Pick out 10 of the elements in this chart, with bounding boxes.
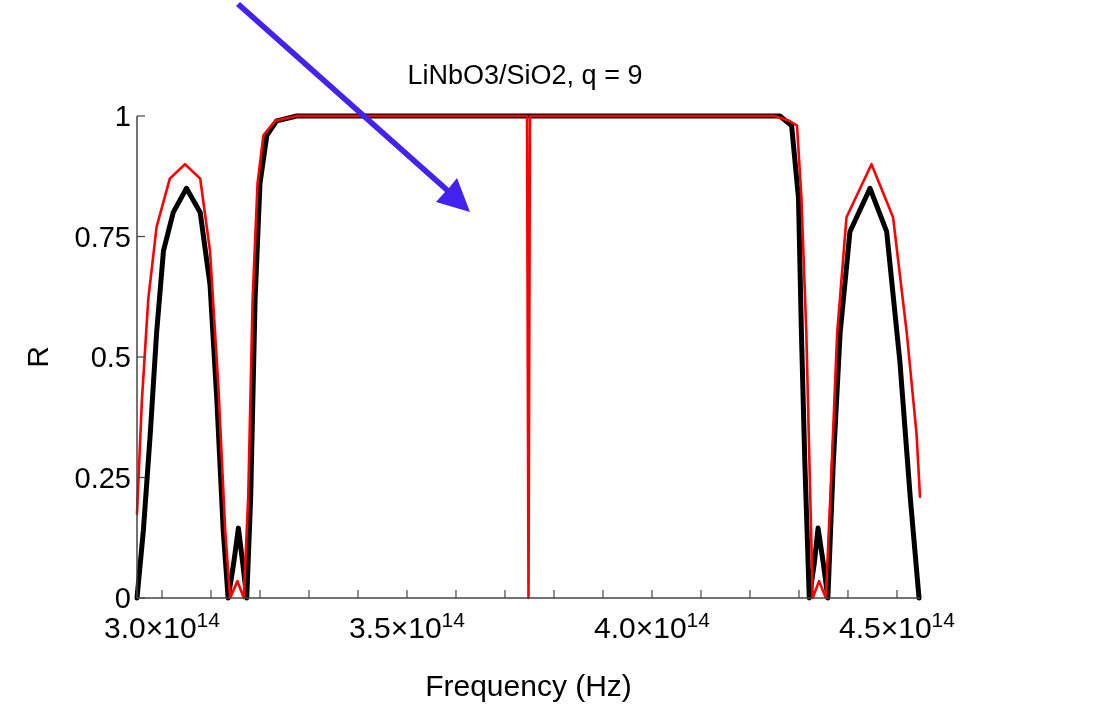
x-tick-label: 3.5×10$^{14}$	[349, 607, 466, 644]
y-tick-label: 0.25	[74, 461, 131, 494]
y-axis-title: R	[21, 346, 54, 368]
chart-title: LiNbO3/SiO2, q = 9	[407, 60, 643, 90]
x-tick-label: 4.0×10$^{14}$	[594, 607, 711, 644]
x-tick-label: 4.5×10$^{14}$	[838, 607, 956, 644]
y-tick-label: 1	[114, 100, 131, 132]
y-tick-label: 0.5	[90, 341, 131, 373]
y-tick-label: 0.75	[74, 220, 131, 253]
x-axis-title: Frequency (Hz)	[425, 669, 632, 702]
